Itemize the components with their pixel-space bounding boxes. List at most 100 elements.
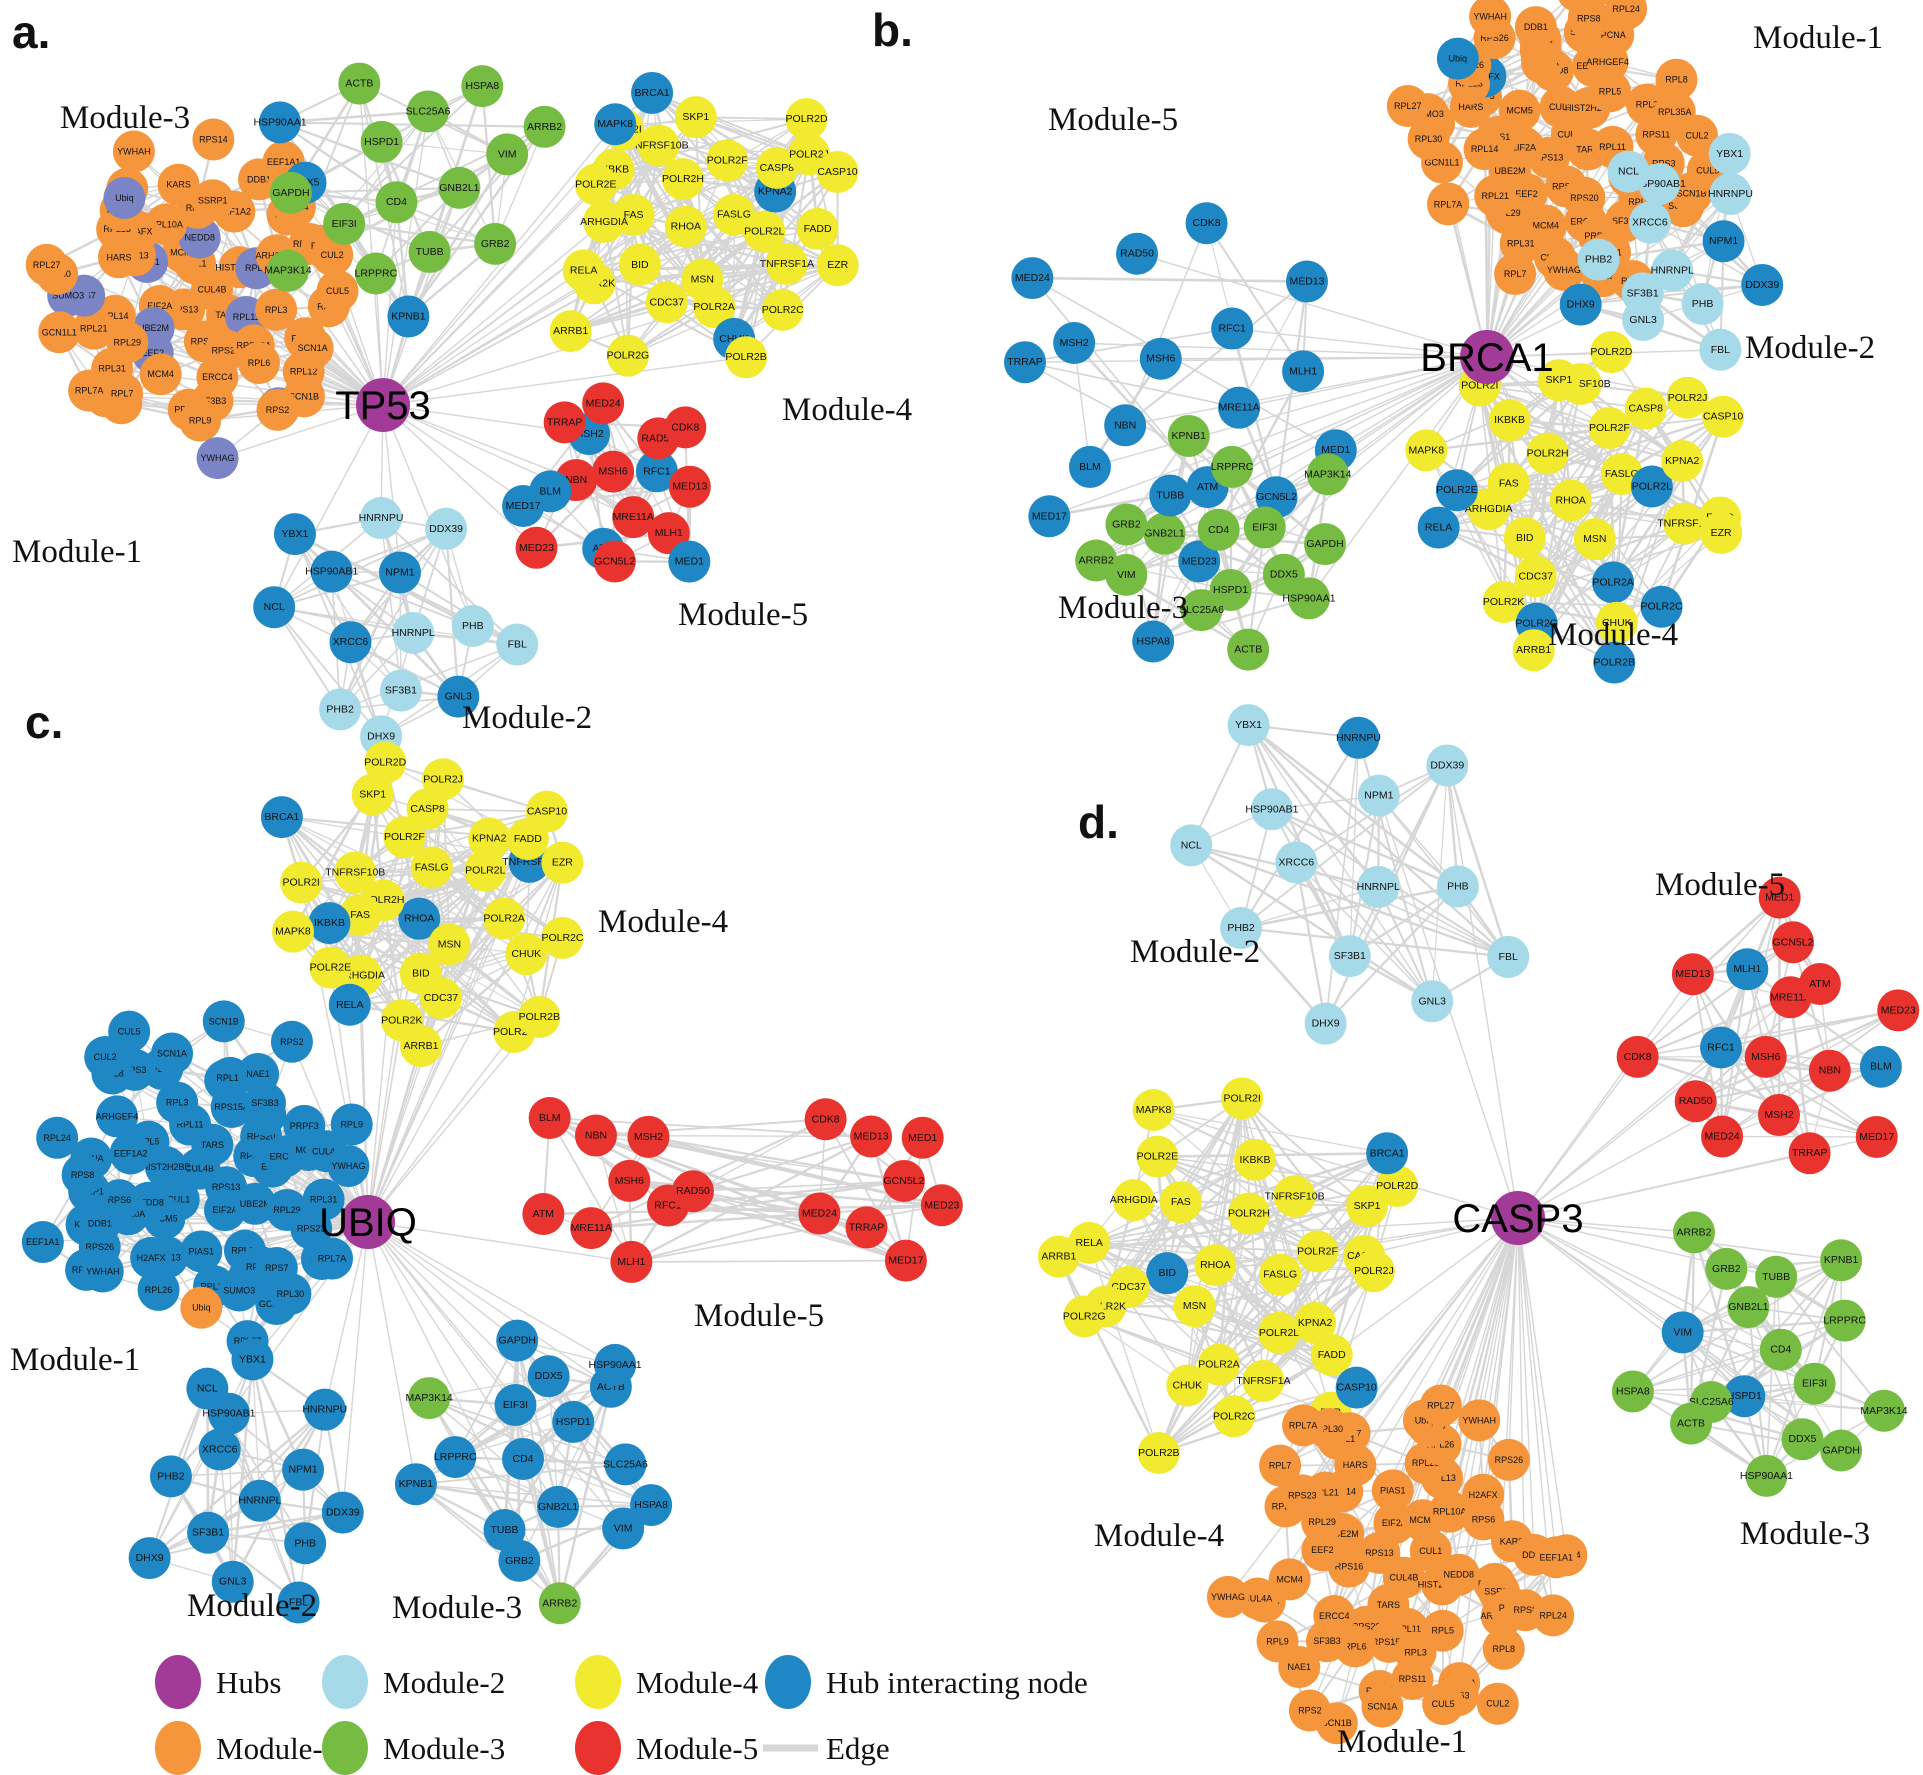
node-CASP8[interactable]: CASP8 [1624, 387, 1667, 430]
node-circle-EZR[interactable] [816, 244, 859, 287]
node-circle-ARRB2[interactable] [1075, 539, 1118, 582]
node-circle-FBL[interactable] [1699, 328, 1742, 371]
node-POLR2L[interactable]: POLR2L [1258, 1311, 1301, 1354]
node-NCL[interactable]: NCL [1607, 150, 1650, 193]
node-ARHGEF4[interactable]: ARHGEF4 [96, 1095, 139, 1138]
node-circle-TNFRSF10B[interactable] [637, 124, 680, 167]
node-circle-GAPDH[interactable] [496, 1319, 539, 1362]
node-circle-SCN1A[interactable] [1361, 1685, 1404, 1728]
node-POLR2F[interactable]: POLR2F [1588, 407, 1631, 450]
node-RPL7[interactable]: RPL7 [1494, 253, 1537, 296]
node-circle-POLR2E[interactable] [309, 946, 352, 989]
node-GNL3[interactable]: GNL3 [1411, 980, 1454, 1023]
node-circle-RHOA[interactable] [1549, 479, 1592, 522]
node-circle-MSH2[interactable] [1053, 322, 1096, 365]
node-circle-RPS23[interactable] [1281, 1474, 1324, 1517]
node-circle-TNFRSF1A[interactable] [1242, 1359, 1285, 1402]
node-circle-GNL3[interactable] [437, 675, 480, 718]
node-circle-CUL2[interactable] [1676, 114, 1719, 157]
node-SUMO3[interactable]: SUMO3 [218, 1269, 261, 1312]
node-PHB[interactable]: PHB [1436, 865, 1479, 908]
node-circle-YWHAH[interactable] [1458, 1399, 1501, 1442]
node-circle-HSPD1[interactable] [360, 120, 403, 163]
node-circle-DDX5[interactable] [527, 1355, 570, 1398]
node-circle-FASLG[interactable] [410, 846, 453, 889]
node-MSH6[interactable]: MSH6 [1139, 337, 1182, 380]
node-MED17[interactable]: MED17 [1855, 1115, 1898, 1158]
node-PHB[interactable]: PHB [451, 605, 494, 648]
node-GNB2L1[interactable]: GNB2L1 [537, 1485, 580, 1528]
node-circle-GCN5L2[interactable] [593, 540, 636, 583]
node-HSPA8[interactable]: HSPA8 [461, 65, 504, 108]
node-TRRAP[interactable]: TRRAP [845, 1206, 888, 1249]
node-circle-MED1[interactable] [1758, 876, 1801, 919]
node-MED13[interactable]: MED13 [1671, 953, 1714, 996]
node-circle-ARRB1[interactable] [549, 310, 592, 353]
node-POLR2A[interactable]: POLR2A [1592, 561, 1635, 604]
node-circle-POLR2D[interactable] [1376, 1165, 1419, 1208]
node-circle-YWHAG[interactable] [1206, 1575, 1249, 1618]
node-MLH1[interactable]: MLH1 [610, 1240, 653, 1283]
node-circle-SLC25A6[interactable] [406, 90, 449, 133]
node-circle-KPNA2[interactable] [468, 817, 511, 860]
node-POLR2E[interactable]: POLR2E [309, 946, 352, 989]
node-circle-FBL[interactable] [277, 1581, 320, 1624]
node-circle-ARHGDIA[interactable] [583, 200, 626, 243]
node-circle-POLR2A[interactable] [1592, 561, 1635, 604]
node-circle-DHX9[interactable] [128, 1537, 171, 1580]
node-circle-SKP1[interactable] [351, 773, 394, 816]
node-TRRAP[interactable]: TRRAP [1788, 1132, 1831, 1175]
node-ARRB1[interactable]: ARRB1 [399, 1025, 442, 1068]
node-circle-SUMO3[interactable] [218, 1269, 261, 1312]
node-SKP1[interactable]: SKP1 [674, 96, 717, 139]
node-circle-MLH1[interactable] [1726, 948, 1769, 991]
node-circle-YBX1[interactable] [231, 1338, 274, 1381]
node-RFC1[interactable]: RFC1 [1700, 1026, 1743, 1069]
node-MED1[interactable]: MED1 [668, 540, 711, 583]
node-POLR2F[interactable]: POLR2F [1296, 1230, 1339, 1273]
node-circle-MLH1[interactable] [610, 1240, 653, 1283]
node-EIF3I[interactable]: EIF3I [1793, 1362, 1836, 1405]
node-LRPPRC[interactable]: LRPPRC [1823, 1299, 1866, 1342]
node-circle-POLR2L[interactable] [464, 849, 507, 892]
node-circle-POLR2H[interactable] [1227, 1192, 1270, 1235]
node-circle-VIM[interactable] [1661, 1311, 1704, 1354]
node-RAD50[interactable]: RAD50 [671, 1170, 714, 1213]
node-KARS[interactable]: KARS [157, 163, 200, 206]
node-FASLG[interactable]: FASLG [1259, 1253, 1302, 1296]
node-circle-RPL26[interactable] [137, 1268, 180, 1311]
node-KPNB1[interactable]: KPNB1 [394, 1463, 437, 1506]
node-DDB1[interactable]: DDB1 [1514, 6, 1557, 49]
node-circle-HNRNPU[interactable] [303, 1388, 346, 1431]
node-circle-KPNA2[interactable] [1661, 439, 1704, 482]
node-RPS14[interactable]: RPS14 [192, 118, 235, 161]
node-circle-LRPPRC[interactable] [1211, 445, 1254, 488]
node-CDC37[interactable]: CDC37 [645, 281, 688, 324]
node-XRCC6[interactable]: XRCC6 [1275, 841, 1318, 884]
node-MSH6[interactable]: MSH6 [1744, 1035, 1787, 1078]
node-ATM[interactable]: ATM [522, 1192, 565, 1235]
node-PIAS1[interactable]: PIAS1 [1371, 1469, 1414, 1512]
node-circle-MED13[interactable] [850, 1115, 893, 1158]
node-EEF1A1[interactable]: EEF1A1 [21, 1221, 64, 1264]
node-MED23[interactable]: MED23 [1877, 989, 1920, 1032]
node-CUL5[interactable]: CUL5 [1422, 1683, 1465, 1726]
node-circle-MSH6[interactable] [1744, 1035, 1787, 1078]
node-circle-TNFRSF10B[interactable] [334, 851, 377, 894]
node-circle-MED17[interactable] [1855, 1115, 1898, 1158]
node-PHB2[interactable]: PHB2 [149, 1455, 192, 1498]
node-MED17[interactable]: MED17 [502, 485, 545, 528]
node-circle-SLC25A6[interactable] [1180, 589, 1223, 632]
node-circle-MAP3K14[interactable] [266, 249, 309, 292]
node-TRRAP[interactable]: TRRAP [1003, 341, 1046, 384]
node-circle-CUL5[interactable] [316, 269, 359, 312]
node-circle-RPL24[interactable] [1532, 1594, 1575, 1637]
node-circle-IKBKB[interactable] [1234, 1138, 1277, 1181]
node-DDX39[interactable]: DDX39 [1426, 744, 1469, 787]
node-ACTB[interactable]: ACTB [1670, 1402, 1713, 1445]
node-GAPDH[interactable]: GAPDH [1304, 523, 1347, 566]
node-EEF1A2[interactable]: EEF1A2 [109, 1132, 152, 1175]
node-circle-CUL5[interactable] [108, 1010, 151, 1053]
node-circle-XRCC6[interactable] [1628, 201, 1671, 244]
node-DDX39[interactable]: DDX39 [321, 1491, 364, 1534]
